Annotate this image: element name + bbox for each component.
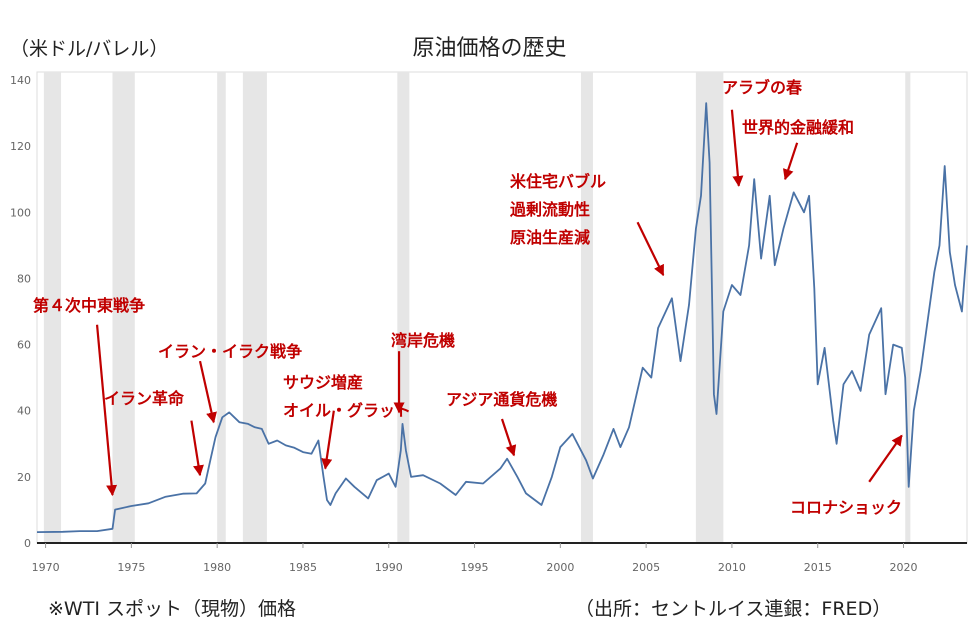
source-note: （出所：セントルイス連銀：FRED）: [575, 598, 892, 620]
x-tick-label: 1995: [461, 561, 489, 574]
annotation-arrow: [190, 420, 204, 477]
y-tick-label: 120: [10, 140, 31, 153]
annotation-arrow: [730, 109, 744, 187]
footnote: ※WTI スポット（現物）価格: [48, 598, 296, 620]
y-tick-label: 80: [17, 272, 31, 285]
recession-band: [695, 72, 724, 543]
annotation-arrow: [321, 410, 335, 470]
x-tick-label: 1970: [32, 561, 60, 574]
x-tick-label: 2000: [546, 561, 574, 574]
annotation-arrow: [782, 142, 799, 181]
annotation-arrow: [500, 418, 517, 457]
annotation-arrow: [868, 434, 903, 483]
x-tick-label: 2005: [632, 561, 660, 574]
annotation-label: 過剰流動性: [509, 200, 590, 219]
x-tick-label: 1990: [375, 561, 403, 574]
recession-band: [397, 72, 410, 543]
recession-band: [112, 72, 135, 543]
annotation-label: アラブの春: [722, 78, 803, 97]
recession-band: [217, 72, 226, 543]
annotation-label: アジア通貨危機: [446, 390, 557, 409]
recession-band: [580, 72, 593, 543]
x-tick-label: 2010: [718, 561, 746, 574]
annotation-label: コロナショック: [790, 498, 902, 517]
chart-title: 原油価格の歴史: [412, 36, 567, 61]
recession-band: [43, 72, 62, 543]
x-tick-label: 1985: [289, 561, 317, 574]
annotation-label: 第４次中東戦争: [33, 296, 145, 315]
annotation-label: サウジ増産: [283, 373, 363, 392]
annotation-label: 湾岸危機: [391, 331, 455, 350]
recession-band: [242, 72, 267, 543]
y-tick-label: 20: [17, 471, 31, 484]
annotation-label: 米住宅バブル: [510, 172, 606, 191]
price-series-line: [36, 102, 968, 533]
annotation-arrow: [95, 324, 118, 497]
y-tick-label: 100: [10, 206, 31, 219]
y-tick-label: 60: [17, 339, 31, 352]
y-tick-label: 140: [10, 74, 31, 87]
annotation-arrow: [636, 221, 665, 277]
x-tick-label: 1975: [117, 561, 145, 574]
annotation-label: イラン革命: [104, 389, 185, 408]
annotation-label: イラン・イラク戦争: [158, 342, 302, 361]
x-tick-label: 2020: [890, 561, 918, 574]
recession-band: [905, 72, 911, 543]
annotation-arrow: [198, 360, 217, 424]
y-tick-label: 0: [24, 537, 31, 550]
annotation-label: オイル・グラット: [283, 401, 411, 420]
x-tick-label: 1980: [203, 561, 231, 574]
x-tick-label: 2015: [804, 561, 832, 574]
annotation-label: 世界的金融緩和: [742, 118, 854, 137]
annotation-label: 原油生産減: [510, 228, 590, 247]
y-tick-label: 40: [17, 405, 31, 418]
y-unit-label: （米ドル/バレル）: [10, 38, 169, 60]
plot-area: [36, 71, 968, 544]
